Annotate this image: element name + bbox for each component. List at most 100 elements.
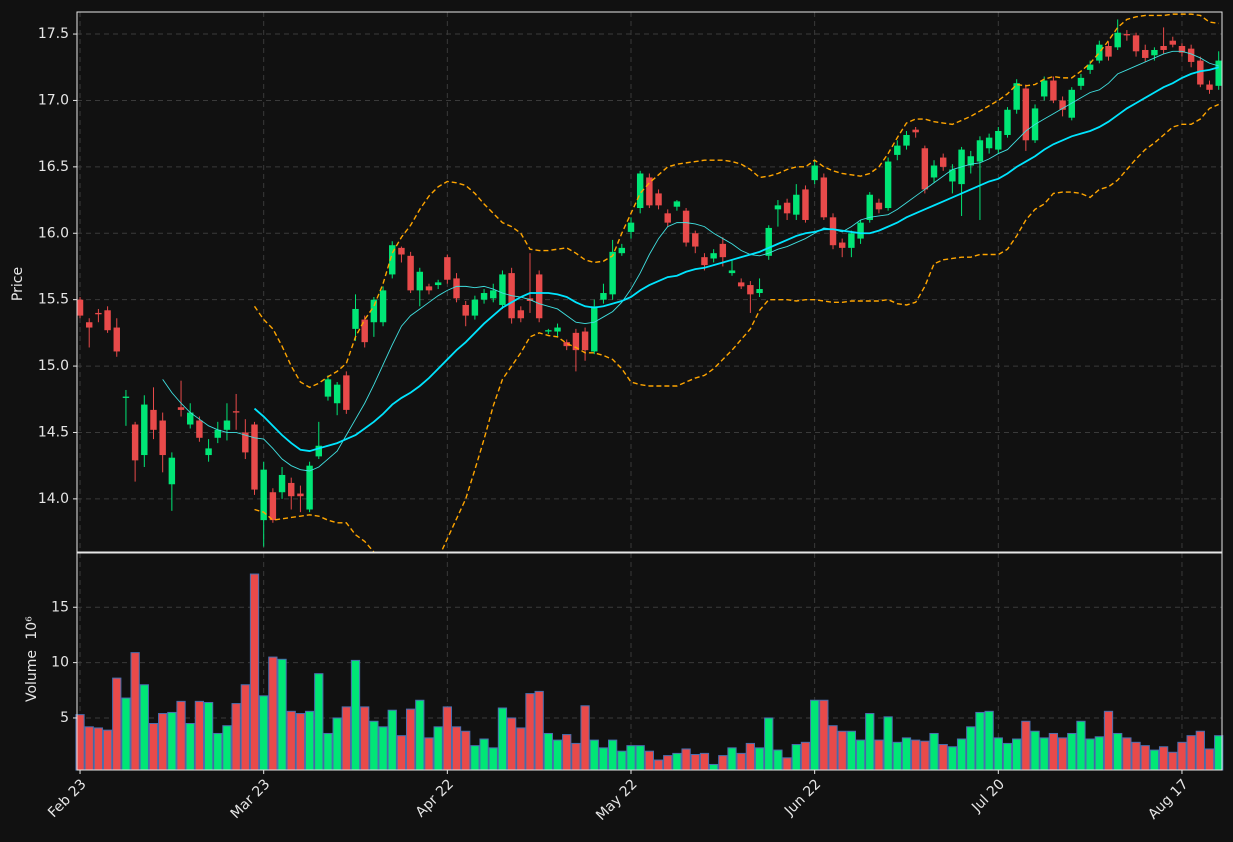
candle-body — [673, 201, 681, 207]
candle-body — [728, 270, 736, 274]
y-tick-label: 15.5 — [38, 292, 69, 308]
volume-bar — [314, 673, 324, 771]
volume-bar — [286, 710, 296, 771]
candle-body — [921, 148, 929, 190]
candle-body — [214, 429, 221, 438]
price-axis-label: Price — [10, 267, 26, 301]
candle-body — [793, 194, 800, 215]
candle-body — [866, 194, 873, 220]
candle-body — [480, 293, 488, 300]
volume-bar — [350, 659, 361, 771]
volume-bar — [1149, 749, 1160, 771]
candle-body — [1215, 60, 1222, 86]
candle-body — [646, 177, 653, 206]
candle-body — [499, 274, 506, 305]
candle-body — [1004, 109, 1011, 135]
candle-body — [719, 243, 727, 258]
volume-bar — [1048, 732, 1059, 771]
candle-body — [324, 379, 332, 397]
volume-bar — [433, 726, 443, 771]
candle-body — [1086, 64, 1094, 70]
candle-body — [737, 282, 745, 287]
candle-body — [976, 140, 984, 162]
candle-body — [627, 222, 635, 232]
candle-body — [995, 130, 1002, 150]
volume-bar — [892, 741, 902, 771]
volume-bar — [268, 656, 278, 771]
candle-body — [232, 411, 240, 413]
candle-body — [85, 322, 93, 328]
volume-bar — [635, 745, 645, 771]
candle-body — [664, 213, 671, 223]
volume-bar — [369, 720, 379, 771]
volume-bar — [929, 732, 939, 771]
volume-bar — [1057, 737, 1068, 771]
volume-bar — [1021, 720, 1031, 771]
line — [254, 103, 1219, 552]
candle-body — [939, 157, 947, 167]
volume-bar — [240, 684, 250, 771]
volume-bar — [1039, 737, 1049, 771]
volume-bar — [984, 710, 994, 771]
candle-body — [903, 134, 910, 146]
candle-body — [159, 420, 166, 456]
price-panel — [77, 12, 1222, 552]
candle-body — [710, 253, 717, 259]
candle-body — [260, 469, 267, 521]
volume-bar — [396, 735, 407, 771]
volume-bar — [461, 730, 471, 771]
candle-body — [1169, 40, 1176, 45]
candle-body — [783, 202, 791, 214]
candle-body — [765, 227, 772, 256]
volume-bar — [277, 658, 287, 771]
candle-body — [389, 245, 396, 275]
candle-body — [113, 327, 120, 352]
line — [162, 50, 1219, 472]
candle-body — [517, 310, 525, 319]
candle-body — [894, 145, 901, 155]
volume-bar — [607, 739, 618, 771]
candle-body — [77, 299, 84, 316]
volume-bar — [451, 726, 462, 771]
candle-body — [591, 306, 598, 352]
volume-bar — [259, 695, 269, 771]
volume-bar — [304, 710, 315, 771]
volume-bar — [121, 697, 131, 771]
candle-body — [701, 257, 708, 266]
volume-bar — [360, 706, 370, 771]
y-tick-label: 17.0 — [38, 92, 69, 108]
candle-body — [967, 156, 974, 166]
candle-body — [306, 465, 313, 510]
candle-body — [1013, 83, 1020, 110]
candle-body — [857, 222, 864, 239]
candle-body — [1068, 89, 1075, 118]
candle-body — [1178, 45, 1186, 53]
volume-bar — [231, 703, 241, 771]
volume-bar — [222, 725, 232, 771]
candle-body — [1077, 77, 1085, 86]
volume-bar — [415, 699, 425, 771]
candle-body — [1114, 32, 1121, 48]
y-tick-label: 15 — [51, 599, 69, 615]
volume-bar — [709, 763, 719, 771]
candle-body — [848, 233, 855, 248]
volume-bar — [442, 706, 452, 771]
candle-body — [251, 424, 258, 490]
candle-body — [361, 319, 368, 343]
volume-bar — [387, 709, 397, 771]
volume-bar — [424, 737, 434, 771]
y-tick-label: 15.0 — [38, 358, 69, 374]
candle-body — [563, 342, 570, 347]
volume-bar — [956, 738, 967, 771]
candle-body — [242, 432, 249, 453]
candle-body — [333, 384, 341, 404]
candle-body — [1059, 100, 1066, 110]
volume-bar — [203, 701, 214, 771]
volume-bar — [672, 752, 682, 771]
candle-body — [407, 255, 414, 291]
candle-body — [95, 312, 102, 315]
candle-body — [875, 202, 883, 210]
volume-bar — [1085, 738, 1095, 771]
y-tick-label: 14.0 — [38, 491, 69, 507]
volume-bar — [516, 727, 526, 771]
